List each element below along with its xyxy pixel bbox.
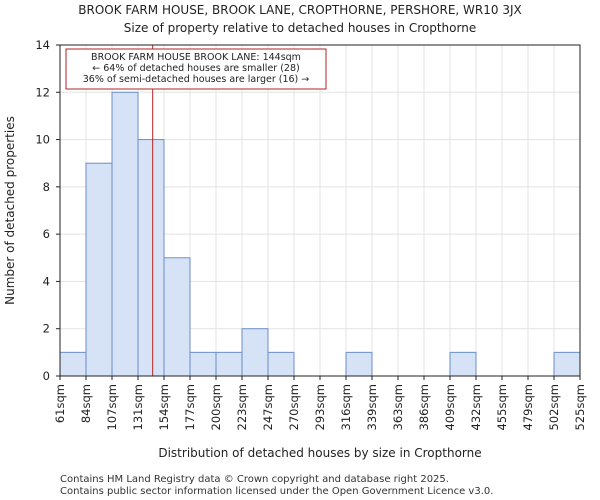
y-tick-label: 8 (43, 180, 50, 194)
x-tick-label: 247sqm (261, 384, 275, 430)
bar (85, 162, 113, 377)
x-tick-label: 154sqm (157, 384, 171, 430)
x-tick-label: 107sqm (105, 384, 119, 430)
y-tick-label: 6 (43, 227, 50, 241)
x-tick-label: 502sqm (547, 384, 561, 430)
x-tick-label: 363sqm (391, 384, 405, 430)
x-tick-label: 61sqm (53, 384, 67, 423)
x-tick-label: 270sqm (287, 384, 301, 430)
x-tick-label: 177sqm (183, 384, 197, 430)
y-axis-label: Number of detached properties (3, 116, 17, 305)
bar (189, 351, 217, 377)
x-tick-label: 200sqm (209, 384, 223, 430)
x-tick-label: 409sqm (443, 384, 457, 430)
x-tick-label: 525sqm (573, 384, 587, 430)
x-tick-label: 339sqm (365, 384, 379, 430)
bar (241, 328, 269, 377)
y-axis-ticks: 0 2 4 6 8 10 12 14 (35, 38, 60, 383)
x-tick-label: 223sqm (235, 384, 249, 430)
bar (137, 139, 165, 377)
bar (111, 91, 139, 377)
chart-subtitle: Size of property relative to detached ho… (124, 21, 476, 35)
x-tick-label: 455sqm (495, 384, 509, 430)
x-tick-label: 293sqm (313, 384, 327, 430)
y-tick-label: 12 (35, 85, 50, 99)
annotation-frame (65, 48, 327, 90)
x-tick-label: 131sqm (131, 384, 145, 430)
bar (449, 351, 477, 377)
x-tick-label: 432sqm (469, 384, 483, 430)
x-tick-label: 316sqm (339, 384, 353, 430)
bar (59, 351, 87, 377)
y-tick-label: 4 (43, 274, 50, 288)
bar (553, 351, 581, 377)
x-axis-ticks: 61sqm 84sqm 107sqm 131sqm 154sqm 177sqm 200sqm… (53, 376, 587, 430)
annotation-line: BROOK FARM HOUSE BROOK LANE: 144sqm (91, 52, 301, 63)
x-tick-label: 386sqm (417, 384, 431, 430)
bar (163, 257, 191, 377)
footer-line-2: Contains public sector information licen… (60, 486, 493, 497)
y-tick-label: 10 (35, 133, 50, 147)
bar (345, 351, 373, 377)
footer-line-1: Contains HM Land Registry data © Crown c… (60, 474, 449, 485)
y-tick-label: 14 (35, 38, 50, 52)
y-tick-label: 0 (43, 369, 50, 383)
x-tick-label: 84sqm (79, 384, 93, 423)
bar (267, 351, 295, 377)
x-tick-label: 479sqm (521, 384, 535, 430)
annotation-line: 36% of semi-detached houses are larger (… (83, 74, 310, 85)
y-tick-label: 2 (43, 322, 50, 336)
chart-title: BROOK FARM HOUSE, BROOK LANE, CROPTHORNE… (78, 3, 521, 17)
annotation-box: BROOK FARM HOUSE BROOK LANE: 144sqm ← 64… (65, 48, 327, 90)
bar (215, 351, 243, 377)
annotation-line: ← 64% of detached houses are smaller (28… (92, 63, 299, 74)
bars (59, 91, 581, 377)
x-axis-label: Distribution of detached houses by size … (158, 446, 481, 460)
